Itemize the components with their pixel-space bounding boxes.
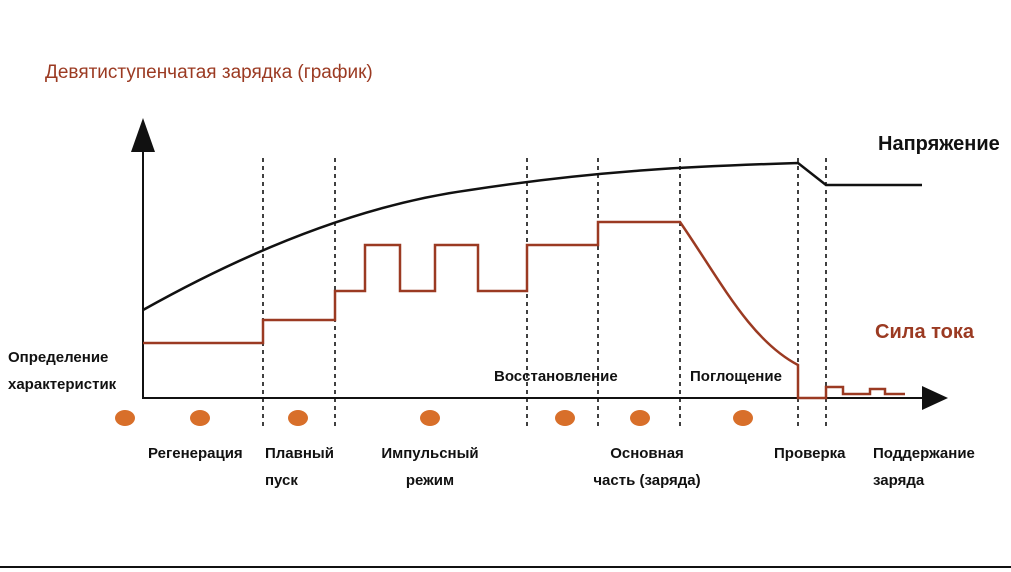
stage-label: характеристик bbox=[8, 376, 117, 393]
stage-dots bbox=[115, 410, 753, 426]
stage-labels: Определение характеристик Регенерация Плавн… bbox=[8, 349, 975, 489]
stage-label: Проверка bbox=[774, 445, 846, 462]
stage-label: Поддержание bbox=[873, 445, 975, 462]
stage-label: Поглощение bbox=[690, 368, 782, 385]
stage-label: Регенерация bbox=[148, 445, 243, 462]
stage-label: Основная bbox=[610, 445, 684, 462]
stage-label: режим bbox=[406, 472, 454, 489]
stage-label: Определение bbox=[8, 349, 108, 366]
voltage-curve bbox=[142, 161, 922, 312]
voltage-label: Напряжение bbox=[878, 133, 1000, 155]
title: Девятиступенчатая зарядка (график) bbox=[45, 62, 373, 83]
stage-label: Импульсный bbox=[381, 445, 478, 462]
dividers bbox=[262, 158, 827, 428]
current-label: Сила тока bbox=[875, 321, 975, 343]
current-curve bbox=[143, 220, 905, 400]
axes bbox=[131, 118, 948, 410]
stage-label: Плавный bbox=[265, 445, 334, 462]
stage-label: заряда bbox=[873, 472, 925, 489]
stage-label: часть (заряда) bbox=[593, 472, 700, 489]
stage-label: пуск bbox=[265, 472, 298, 489]
stage-label: Восстановление bbox=[494, 368, 618, 385]
